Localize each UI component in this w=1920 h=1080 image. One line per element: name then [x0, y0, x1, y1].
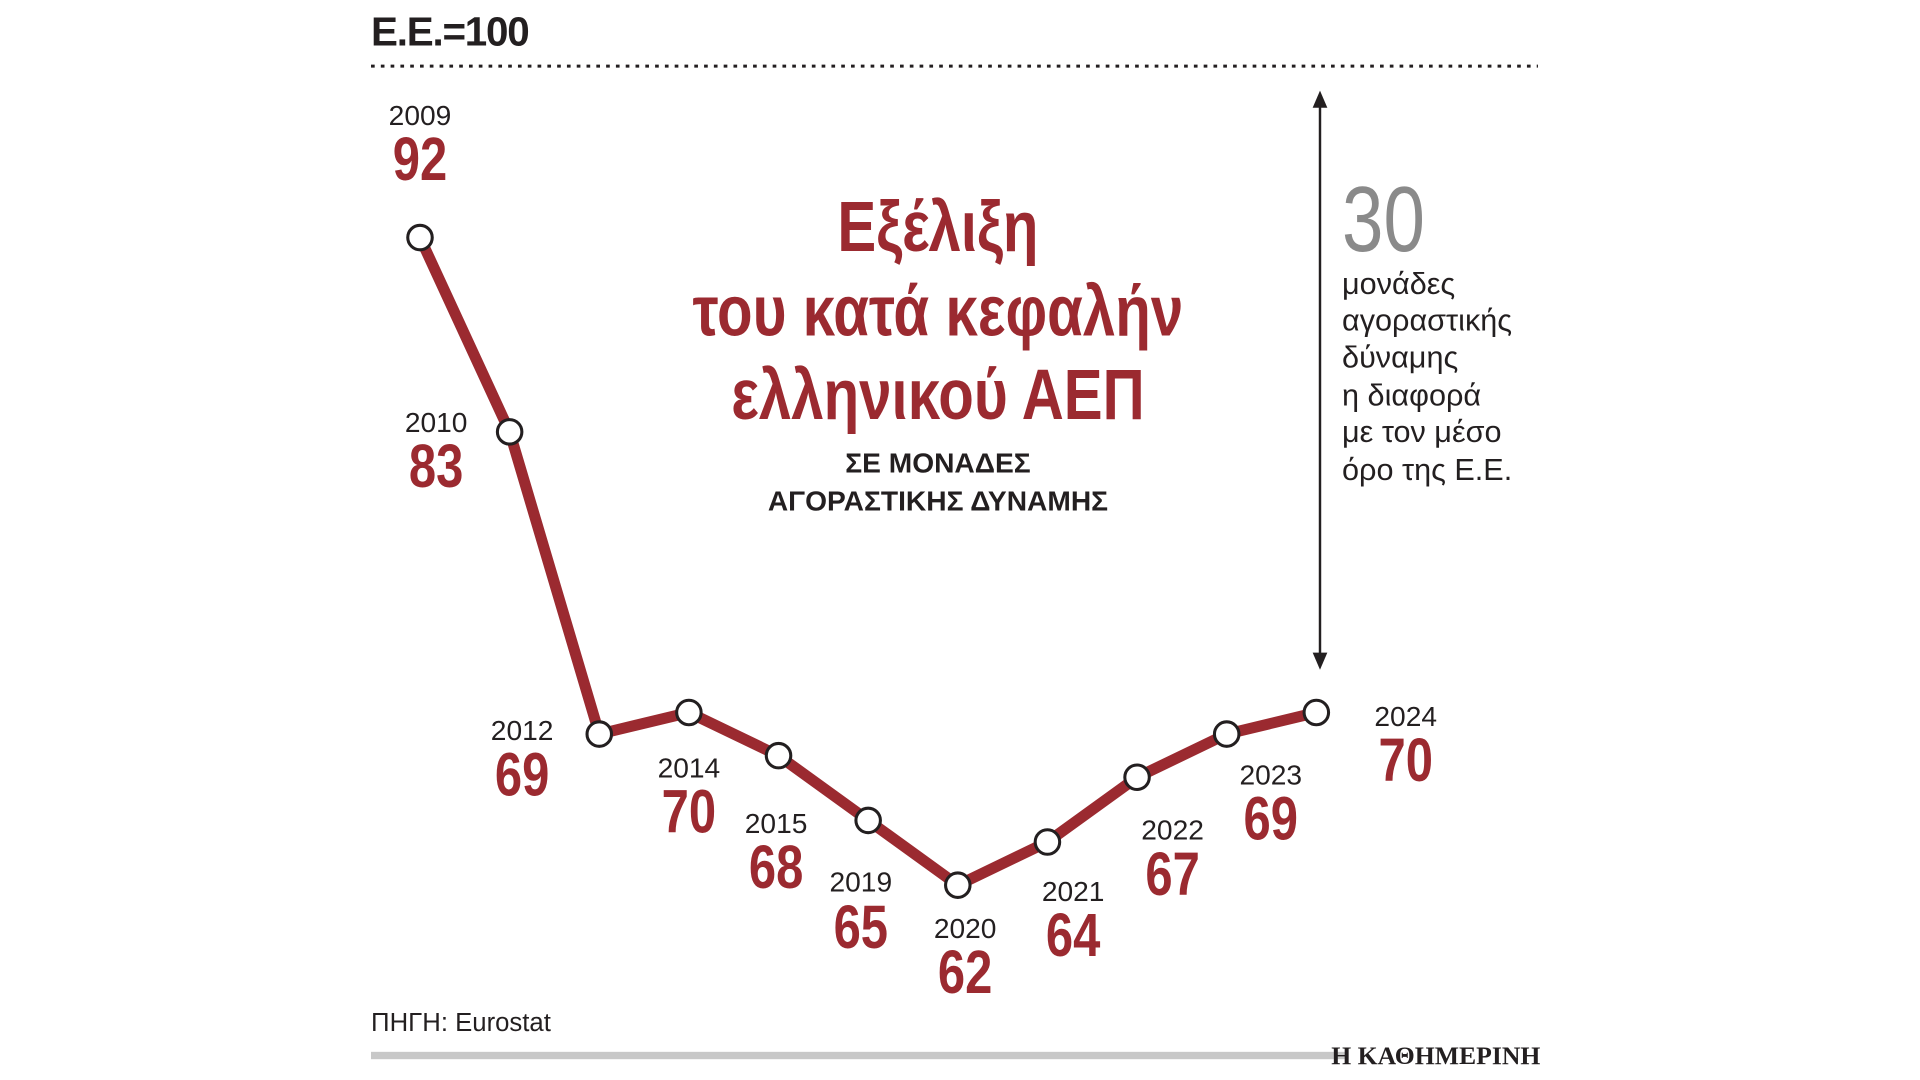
data-point	[764, 741, 793, 770]
value-label: 62	[938, 938, 992, 1006]
note-line: μονάδες	[1342, 267, 1455, 301]
year-label: 2012	[491, 715, 554, 746]
footer-bar	[371, 1051, 1347, 1060]
note-line: αγοραστικής	[1342, 304, 1512, 338]
year-label: 2009	[389, 100, 452, 131]
subtitle-line-1: ΣΕ ΜΟΝΑΔΕΣ	[845, 448, 1031, 479]
title-line-3: ελληνικού ΑΕΠ	[731, 354, 1145, 434]
year-label: 2023	[1239, 759, 1302, 790]
brand-logo: Η ΚΑΘΗΜΕΡΙΝΗ	[1331, 1041, 1540, 1070]
value-label: 68	[749, 833, 803, 901]
value-label: 70	[662, 777, 716, 845]
value-label: 64	[1046, 901, 1101, 969]
note-line: η διαφορά	[1342, 378, 1481, 412]
title-line-1: Εξέλιξη	[837, 187, 1038, 267]
value-label: 69	[495, 740, 549, 808]
data-point	[944, 871, 972, 899]
year-label: 2015	[745, 808, 808, 839]
year-label: 2010	[405, 407, 468, 438]
arrow-up-icon	[1312, 90, 1328, 108]
value-label: 65	[834, 893, 888, 961]
difference-note: μονάδες αγοραστικής δύναμης η διαφορά με…	[1342, 267, 1512, 487]
difference-arrow	[1312, 90, 1328, 670]
data-point	[1123, 763, 1151, 792]
value-label: 69	[1244, 784, 1298, 852]
year-label: 2019	[829, 866, 892, 897]
year-label: 2020	[934, 913, 997, 944]
data-point	[1212, 720, 1241, 748]
source-label: ΠΗΓΗ: Eurostat	[371, 1009, 551, 1037]
data-point	[406, 223, 434, 252]
value-label: 70	[1378, 726, 1432, 794]
chart-subtitle: ΣΕ ΜΟΝΑΔΕΣ ΑΓΟΡΑΣΤΙΚΗΣ ΔΥΝΑΜΗΣ	[768, 448, 1108, 517]
note-line: με τον μέσο	[1342, 415, 1501, 449]
data-point	[675, 698, 703, 727]
difference-number: 30	[1342, 167, 1425, 271]
value-label: 67	[1145, 840, 1199, 908]
year-label: 2014	[658, 752, 721, 783]
year-label: 2024	[1374, 701, 1437, 732]
baseline-label: Ε.Ε.=100	[371, 8, 529, 54]
data-point	[585, 720, 614, 748]
value-label: 92	[393, 125, 447, 193]
data-point	[495, 418, 524, 446]
data-point	[854, 806, 882, 835]
note-line: δύναμης	[1342, 340, 1458, 374]
note-line: όρο της Ε.Ε.	[1342, 453, 1512, 487]
data-point	[1033, 828, 1062, 856]
year-label: 2021	[1042, 876, 1105, 907]
value-label: 83	[409, 432, 463, 500]
arrow-down-icon	[1312, 652, 1328, 670]
year-label: 2022	[1141, 815, 1204, 846]
chart-title: Εξέλιξη του κατά κεφαλήν ελληνικού ΑΕΠ	[693, 187, 1184, 435]
subtitle-line-2: ΑΓΟΡΑΣΤΙΚΗΣ ΔΥΝΑΜΗΣ	[768, 486, 1108, 517]
data-point	[1302, 698, 1331, 727]
title-line-2: του κατά κεφαλήν	[693, 271, 1184, 351]
